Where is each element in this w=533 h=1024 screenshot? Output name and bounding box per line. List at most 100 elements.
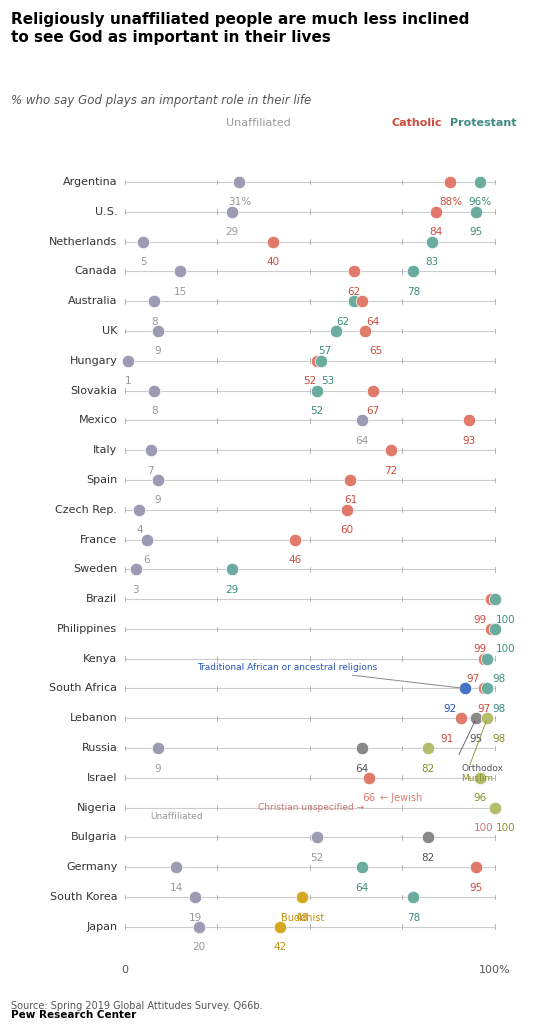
Text: 62: 62: [348, 287, 361, 297]
Point: [490, 800, 499, 816]
Text: 64: 64: [355, 436, 368, 445]
Text: Japan: Japan: [86, 922, 117, 932]
Text: 96: 96: [473, 794, 487, 804]
Point: [357, 859, 366, 876]
Text: 82: 82: [422, 764, 435, 773]
Text: 48: 48: [296, 912, 309, 923]
Text: 99: 99: [473, 614, 487, 625]
Point: [150, 293, 158, 309]
Text: 93: 93: [462, 436, 475, 445]
Text: Orthodox: Orthodox: [462, 764, 504, 772]
Point: [132, 561, 140, 578]
Text: Sweden: Sweden: [73, 564, 117, 574]
Point: [480, 650, 488, 667]
Text: 98: 98: [492, 674, 505, 684]
Point: [143, 531, 151, 548]
Text: Italy: Italy: [93, 445, 117, 455]
Point: [480, 680, 488, 696]
Point: [483, 710, 491, 726]
Point: [195, 919, 203, 935]
Text: 95: 95: [470, 883, 483, 893]
Point: [176, 263, 184, 280]
Text: 19: 19: [188, 912, 201, 923]
Point: [357, 740, 366, 757]
Text: Bulgaria: Bulgaria: [71, 833, 117, 843]
Text: 64: 64: [355, 764, 368, 773]
Point: [487, 591, 495, 607]
Point: [313, 352, 321, 369]
Point: [472, 204, 481, 220]
Point: [313, 829, 321, 846]
Point: [228, 204, 236, 220]
Text: 1: 1: [125, 376, 132, 386]
Point: [361, 323, 369, 339]
Text: Traditional African or ancestral religions: Traditional African or ancestral religio…: [197, 664, 463, 688]
Text: 9: 9: [155, 496, 161, 506]
Text: Lebanon: Lebanon: [69, 714, 117, 723]
Text: 9: 9: [155, 346, 161, 356]
Text: Germany: Germany: [66, 862, 117, 872]
Text: 52: 52: [311, 853, 324, 863]
Text: Czech Rep.: Czech Rep.: [55, 505, 117, 515]
Text: 20: 20: [192, 942, 205, 952]
Point: [357, 412, 366, 428]
Point: [172, 859, 181, 876]
Text: Argentina: Argentina: [63, 177, 117, 187]
Point: [490, 621, 499, 637]
Text: Pew Research Center: Pew Research Center: [11, 1010, 136, 1020]
Text: 88%: 88%: [439, 198, 462, 208]
Text: 82: 82: [422, 853, 435, 863]
Point: [139, 233, 148, 250]
Point: [150, 382, 158, 398]
Text: 8: 8: [151, 407, 158, 416]
Point: [154, 323, 162, 339]
Point: [276, 919, 285, 935]
Text: 7: 7: [147, 466, 154, 475]
Point: [350, 293, 358, 309]
Point: [472, 859, 481, 876]
Point: [154, 472, 162, 488]
Text: 100: 100: [474, 823, 494, 834]
Text: 95: 95: [470, 734, 483, 743]
Point: [427, 233, 436, 250]
Text: % who say God plays an important role in their life: % who say God plays an important role in…: [11, 94, 311, 108]
Text: 92: 92: [444, 703, 457, 714]
Text: Netherlands: Netherlands: [49, 237, 117, 247]
Text: 91: 91: [440, 734, 453, 743]
Text: 60: 60: [340, 525, 353, 536]
Text: 29: 29: [225, 585, 239, 595]
Point: [431, 204, 440, 220]
Point: [135, 502, 144, 518]
Point: [191, 889, 199, 905]
Text: 53: 53: [321, 376, 335, 386]
Point: [483, 650, 491, 667]
Point: [332, 323, 340, 339]
Text: UK: UK: [102, 326, 117, 336]
Text: 83: 83: [425, 257, 439, 267]
Text: 4: 4: [136, 525, 143, 536]
Point: [154, 740, 162, 757]
Point: [490, 800, 499, 816]
Text: Australia: Australia: [68, 296, 117, 306]
Point: [424, 829, 432, 846]
Text: Nigeria: Nigeria: [77, 803, 117, 813]
Point: [290, 531, 299, 548]
Point: [409, 263, 418, 280]
Text: 29: 29: [225, 227, 239, 238]
Text: Religiously unaffiliated people are much less inclined
to see God as important i: Religiously unaffiliated people are much…: [11, 12, 469, 45]
Point: [472, 710, 481, 726]
Text: 42: 42: [273, 942, 287, 952]
Text: 100: 100: [496, 614, 516, 625]
Point: [424, 740, 432, 757]
Point: [487, 621, 495, 637]
Text: 64: 64: [366, 316, 379, 327]
Text: 9: 9: [155, 764, 161, 773]
Point: [409, 889, 418, 905]
Text: 100: 100: [496, 823, 516, 834]
Point: [387, 442, 395, 459]
Text: 3: 3: [133, 585, 139, 595]
Text: Buddhist: Buddhist: [281, 912, 324, 923]
Text: 46: 46: [288, 555, 302, 565]
Text: Brazil: Brazil: [86, 594, 117, 604]
Text: 66: 66: [362, 794, 376, 804]
